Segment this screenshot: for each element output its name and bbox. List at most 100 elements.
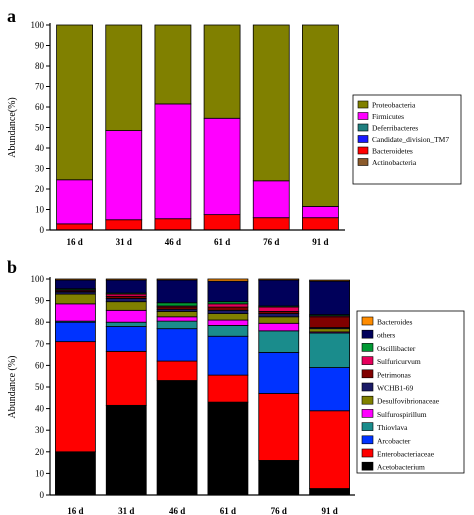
bar-segment: [258, 352, 300, 394]
legend-label: Candidate_division_TM7: [372, 135, 449, 144]
bar-segment: [203, 117, 241, 216]
legend-swatch: [357, 158, 369, 166]
legend-label: Desulfovibrionaceae: [377, 397, 440, 406]
y-tick-label: 40: [35, 404, 45, 414]
bar-segment: [207, 278, 249, 282]
bar-segment: [156, 360, 198, 381]
bar-segment: [302, 206, 339, 219]
bar-segment: [203, 24, 241, 119]
legend-label: Proteobacteria: [372, 101, 416, 110]
legend-swatch: [361, 316, 374, 326]
bar-segment: [55, 293, 96, 305]
bar-segment: [105, 219, 143, 231]
legend-box: [352, 94, 462, 185]
bar-segment: [258, 279, 300, 307]
bar-segment: [55, 303, 96, 322]
bar-segment: [105, 321, 147, 327]
legend-label: Actinobacteria: [372, 158, 417, 167]
x-tick-label: 61 d: [220, 506, 236, 515]
legend-swatch: [357, 112, 369, 120]
bar-segment: [258, 330, 300, 353]
bar-segment: [207, 280, 249, 303]
x-tick-label: 91 d: [312, 237, 328, 247]
chart-panel-b: b Abundance (%) 0 10 20 30 40 50 60 70 80 90 100 16 d…: [7, 257, 465, 515]
bar-segment: [302, 217, 339, 231]
legend-box: [356, 310, 465, 474]
y-tick-label: 60: [35, 102, 45, 112]
legend: Proteobacteria Firmicutes Deferribacteres C…: [352, 94, 462, 185]
legend-label: Sulfurospirillum: [377, 410, 427, 419]
bar-segment: [55, 341, 96, 453]
bar-segment: [105, 309, 147, 323]
legend-label: Bacteroidetes: [372, 147, 413, 156]
legend-swatch: [357, 100, 369, 109]
bar-segment: [56, 223, 93, 231]
legend-swatch: [361, 409, 374, 418]
y-tick-label: 20: [35, 447, 45, 457]
bar-segment: [56, 179, 93, 225]
legend-label: Enterobacteriaceae: [377, 450, 435, 459]
y-tick-label: 100: [31, 274, 45, 284]
bar-segment: [258, 278, 300, 281]
legend-label: Oscillibacter: [377, 344, 416, 353]
panel-label: b: [7, 257, 17, 277]
bar-segment: [258, 306, 300, 312]
bar-segment: [105, 130, 143, 221]
legend-swatch: [361, 343, 374, 352]
legend: Bacteroides others Oscillibacter Sulfuricur…: [356, 310, 465, 474]
legend-label: Petrimonas: [377, 370, 411, 379]
y-tick-label: 0: [40, 490, 45, 500]
bar-segment: [105, 278, 147, 281]
bar-segment: [154, 218, 192, 231]
bar-segment: [105, 24, 143, 131]
bar-segment: [105, 404, 147, 496]
legend-swatch: [361, 369, 374, 379]
bar-segment: [309, 332, 350, 368]
bar-segment: [156, 279, 198, 304]
legend-label: Thiovlava: [377, 423, 408, 432]
y-tick-label: 80: [35, 61, 45, 71]
legend-label: Deferribacteres: [372, 124, 418, 133]
y-tick-label: 10: [35, 205, 45, 215]
bar-segment: [105, 279, 147, 294]
chart-panel-a: a Abundance(%) 0 10 20 30 40 50 60 70 80 90 100 16 d 3…: [7, 6, 462, 247]
bar-segment: [207, 325, 249, 337]
bar-segment: [207, 401, 249, 496]
bar-segment: [309, 488, 350, 496]
legend-swatch: [361, 382, 374, 392]
x-tick-label: 91 d: [321, 506, 337, 515]
bar-segment: [156, 316, 198, 322]
bar-segment: [105, 298, 147, 303]
legend-swatch: [361, 329, 374, 339]
legend-label: Bacteroides: [377, 318, 412, 327]
y-tick-label: 0: [40, 225, 45, 235]
legend-label: others: [377, 331, 395, 340]
bar-segment: [309, 316, 350, 328]
bar-segment: [156, 302, 198, 307]
bar-segment: [302, 24, 339, 207]
bar-segment: [258, 316, 300, 324]
bar-segment: [207, 319, 249, 326]
bar-segment: [154, 103, 192, 220]
bar-segment: [156, 278, 198, 281]
bar-segment: [156, 320, 198, 330]
y-tick-label: 70: [35, 82, 45, 92]
legend-swatch: [361, 356, 374, 365]
bar-segment: [309, 279, 350, 282]
bar-segment: [207, 335, 249, 376]
bar-segment: [207, 309, 249, 314]
legend-label: Arcobacter: [377, 436, 411, 445]
legend-swatch: [357, 146, 369, 155]
x-tick-label: 16 d: [66, 237, 82, 247]
legend-label: Firmicutes: [372, 112, 404, 121]
bar-segment: [207, 303, 249, 308]
bar-segment: [105, 350, 147, 406]
y-axis-label: Abundance (%): [7, 355, 18, 418]
x-tick-label: 61 d: [214, 237, 230, 247]
legend-label: Sulfuricurvum: [377, 357, 421, 366]
y-tick-label: 80: [35, 317, 45, 327]
bar-segment: [258, 460, 300, 496]
bar-segment: [309, 410, 350, 489]
bar-segment: [55, 278, 96, 281]
